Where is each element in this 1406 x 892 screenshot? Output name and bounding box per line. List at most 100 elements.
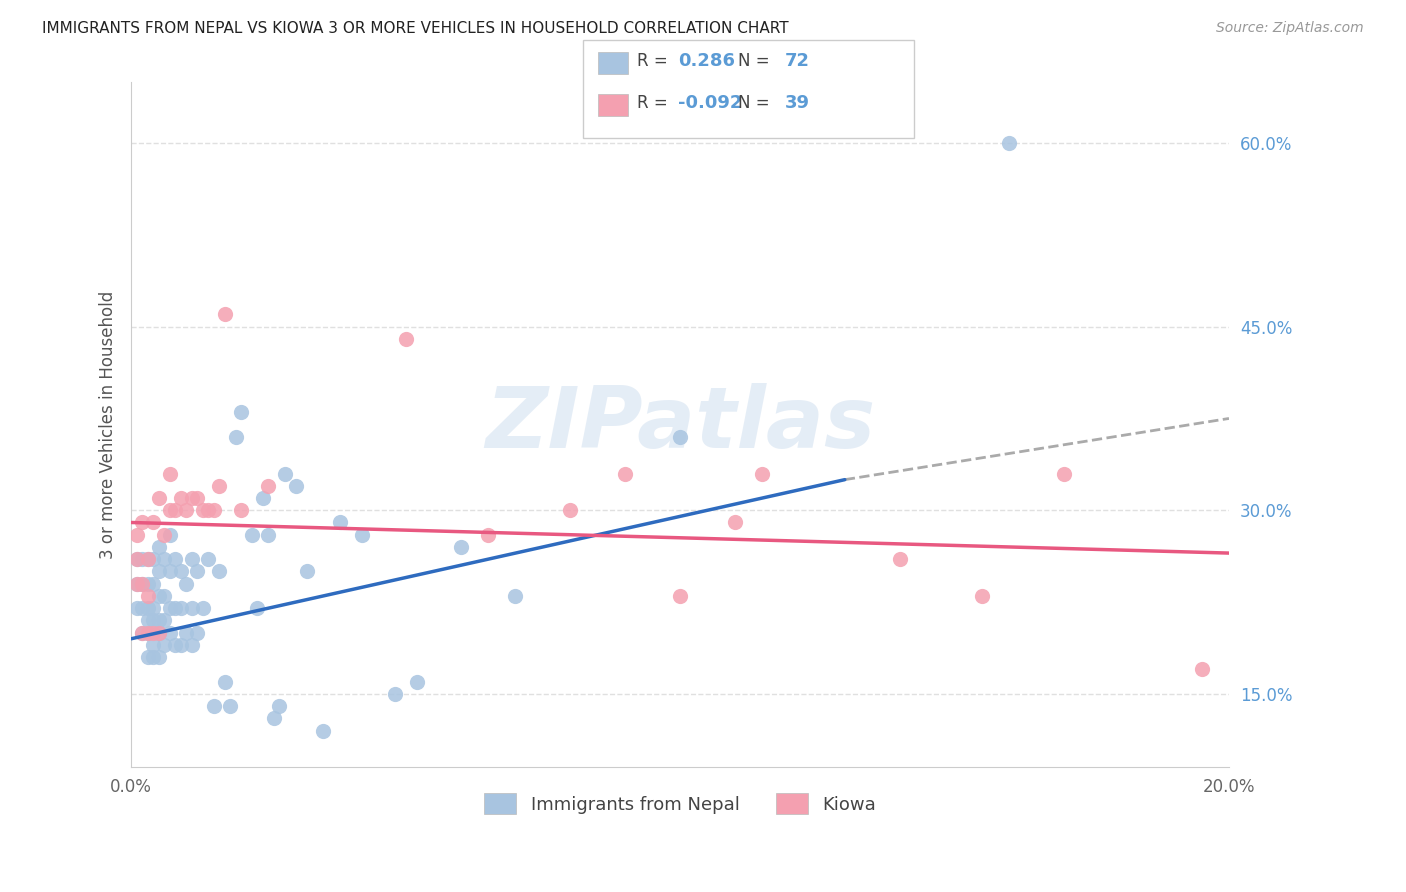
Point <box>148 540 170 554</box>
Point <box>142 576 165 591</box>
Point <box>214 308 236 322</box>
Point <box>136 614 159 628</box>
Point <box>225 430 247 444</box>
Point <box>131 516 153 530</box>
Text: 0.286: 0.286 <box>678 52 735 70</box>
Point <box>159 625 181 640</box>
Point <box>131 625 153 640</box>
Point <box>159 527 181 541</box>
Point <box>159 503 181 517</box>
Point <box>405 674 427 689</box>
Point <box>136 589 159 603</box>
Point <box>142 552 165 566</box>
Point <box>889 552 911 566</box>
Point <box>131 576 153 591</box>
Point <box>751 467 773 481</box>
Text: R =: R = <box>637 52 673 70</box>
Point <box>174 576 197 591</box>
Point <box>153 589 176 603</box>
Point <box>180 491 202 505</box>
Point <box>505 589 527 603</box>
Point <box>1053 467 1076 481</box>
Point <box>169 565 191 579</box>
Point <box>257 527 280 541</box>
Point <box>153 552 176 566</box>
Point <box>998 136 1021 150</box>
Point <box>153 638 176 652</box>
Point <box>136 625 159 640</box>
Point <box>186 625 208 640</box>
Point <box>165 503 187 517</box>
Point <box>257 479 280 493</box>
Point <box>191 601 214 615</box>
Point <box>131 552 153 566</box>
Point <box>450 540 472 554</box>
Text: -0.092: -0.092 <box>678 94 742 112</box>
Point <box>159 565 181 579</box>
Point <box>246 601 269 615</box>
Point <box>208 479 231 493</box>
Point <box>180 638 202 652</box>
Point <box>1191 662 1213 676</box>
Point <box>186 491 208 505</box>
Point <box>395 332 418 346</box>
Legend: Immigrants from Nepal, Kiowa: Immigrants from Nepal, Kiowa <box>475 784 886 823</box>
Point <box>142 625 165 640</box>
Point <box>240 527 263 541</box>
Point <box>159 467 181 481</box>
Point <box>174 503 197 517</box>
Point <box>142 650 165 665</box>
Text: N =: N = <box>738 94 775 112</box>
Point <box>614 467 637 481</box>
Point <box>169 491 191 505</box>
Point <box>208 565 231 579</box>
Point <box>263 711 285 725</box>
Point <box>131 625 153 640</box>
Point <box>724 516 747 530</box>
Point <box>560 503 582 517</box>
Point <box>165 552 187 566</box>
Point <box>165 638 187 652</box>
Point <box>312 723 335 738</box>
Point <box>202 699 225 714</box>
Point <box>136 625 159 640</box>
Point <box>142 516 165 530</box>
Point <box>174 625 197 640</box>
Point <box>384 687 406 701</box>
Point <box>669 589 692 603</box>
Point <box>142 601 165 615</box>
Point <box>350 527 373 541</box>
Point <box>669 430 692 444</box>
Text: IMMIGRANTS FROM NEPAL VS KIOWA 3 OR MORE VEHICLES IN HOUSEHOLD CORRELATION CHART: IMMIGRANTS FROM NEPAL VS KIOWA 3 OR MORE… <box>42 21 789 36</box>
Point <box>142 614 165 628</box>
Point <box>269 699 291 714</box>
Point <box>284 479 307 493</box>
Point <box>153 614 176 628</box>
Point <box>186 565 208 579</box>
Point <box>148 614 170 628</box>
Point <box>229 405 252 419</box>
Point <box>180 552 202 566</box>
Y-axis label: 3 or more Vehicles in Household: 3 or more Vehicles in Household <box>100 291 117 558</box>
Point <box>136 650 159 665</box>
Point <box>136 601 159 615</box>
Point <box>125 552 148 566</box>
Point <box>329 516 352 530</box>
Point <box>159 601 181 615</box>
Point <box>169 638 191 652</box>
Point <box>274 467 297 481</box>
Point <box>970 589 993 603</box>
Text: R =: R = <box>637 94 673 112</box>
Point <box>125 527 148 541</box>
Text: 39: 39 <box>785 94 810 112</box>
Point <box>295 565 318 579</box>
Point <box>148 650 170 665</box>
Point <box>148 565 170 579</box>
Point <box>202 503 225 517</box>
Point <box>136 552 159 566</box>
Point <box>136 576 159 591</box>
Point <box>214 674 236 689</box>
Point <box>125 576 148 591</box>
Point <box>125 576 148 591</box>
Point <box>131 576 153 591</box>
